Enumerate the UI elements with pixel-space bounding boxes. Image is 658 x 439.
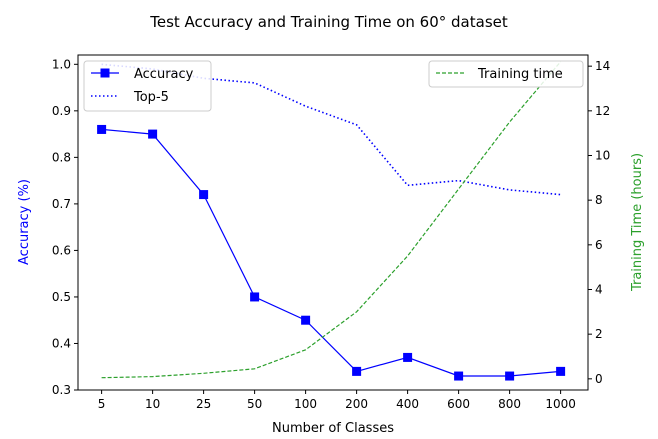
series-accuracy-point bbox=[403, 352, 413, 362]
x-tick-label: 50 bbox=[247, 397, 262, 411]
series-accuracy-point bbox=[148, 129, 158, 139]
x-tick-label: 200 bbox=[345, 397, 368, 411]
series-accuracy-point bbox=[505, 371, 515, 381]
y-tick-label-left: 0.4 bbox=[52, 336, 71, 350]
legend-training-label: Training time bbox=[477, 67, 563, 82]
y-tick-label-right: 14 bbox=[595, 59, 610, 73]
series-accuracy-point bbox=[97, 124, 107, 134]
legend-accuracy-label: Accuracy bbox=[134, 67, 194, 82]
y-tick-label-left: 0.6 bbox=[52, 243, 71, 257]
series-accuracy-point bbox=[199, 190, 209, 200]
series-accuracy-line bbox=[101, 128, 561, 377]
y-tick-label-left: 0.5 bbox=[52, 290, 71, 304]
series-accuracy-point bbox=[454, 371, 464, 381]
series-accuracy-point bbox=[301, 315, 311, 325]
x-tick-label: 100 bbox=[294, 397, 317, 411]
y-tick-label-left: 0.3 bbox=[52, 383, 71, 397]
x-tick-label: 1000 bbox=[545, 397, 576, 411]
legend-right-box bbox=[428, 60, 584, 88]
legend-right: Training time bbox=[428, 60, 584, 88]
y-tick-label-right: 6 bbox=[595, 238, 603, 252]
x-tick-label: 600 bbox=[447, 397, 470, 411]
x-tick-label: 400 bbox=[396, 397, 419, 411]
y-tick-label-left: 0.8 bbox=[52, 150, 71, 164]
y-tick-label-right: 8 bbox=[595, 193, 603, 207]
series-accuracy-point bbox=[556, 366, 566, 376]
y-axis-label-right: Training Time (hours) bbox=[630, 153, 645, 292]
x-tick-label: 10 bbox=[145, 397, 160, 411]
y-tick-label-left: 0.9 bbox=[52, 104, 71, 118]
y-tick-label-right: 10 bbox=[595, 149, 610, 163]
legend-accuracy-marker bbox=[100, 68, 110, 78]
y-tick-label-left: 0.7 bbox=[52, 197, 71, 211]
y-tick-label-right: 0 bbox=[595, 372, 603, 386]
x-axis-label: Number of Classes bbox=[272, 421, 394, 436]
series-accuracy-point bbox=[250, 292, 260, 302]
axes-layer: 5 10 25 50 100 200 400 600 800 10000.30.40.50.60.… bbox=[52, 57, 610, 411]
x-tick-label: 800 bbox=[498, 397, 521, 411]
series-accuracy-point bbox=[352, 366, 362, 376]
x-tick-label: 25 bbox=[196, 397, 211, 411]
y-tick-label-left: 1.0 bbox=[52, 57, 71, 71]
legend-left: Accuracy Top-5 bbox=[83, 60, 212, 112]
y-tick-label-right: 4 bbox=[595, 283, 603, 297]
plot-frame bbox=[77, 54, 589, 391]
y-tick-label-right: 12 bbox=[595, 104, 610, 118]
y-axis-label-left: Accuracy (%) bbox=[17, 179, 32, 265]
legend-top5-label: Top-5 bbox=[133, 90, 169, 105]
y-tick-label-right: 2 bbox=[595, 327, 603, 341]
x-tick-label: 5 bbox=[98, 397, 106, 411]
chart-title: Test Accuracy and Training Time on 60° d… bbox=[149, 13, 508, 31]
